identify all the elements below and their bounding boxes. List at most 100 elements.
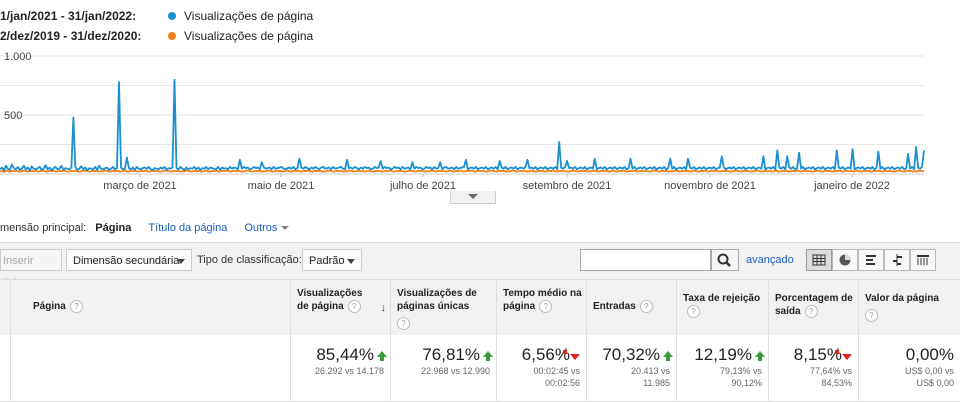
x-tick-label: setembro de 2021	[523, 180, 612, 192]
help-icon[interactable]: ?	[539, 300, 553, 313]
help-icon[interactable]: ?	[69, 300, 83, 313]
arrow-down-icon	[570, 353, 580, 360]
column-header-entrances[interactable]: Entradas?	[586, 280, 676, 336]
primary-dimension-other-label: Outros	[244, 222, 278, 234]
primary-dimension-label: mensão principal:	[0, 222, 87, 234]
pageviews-line-chart[interactable]: 1.000 500 março de 2021 maio de 2021 julho d…	[0, 48, 960, 208]
x-tick-label: janeiro de 2022	[813, 180, 890, 192]
legend-label-current: Visualizações de página	[184, 9, 314, 23]
help-icon[interactable]: ?	[347, 300, 361, 313]
arrow-down-stem	[835, 349, 839, 354]
table-search-input[interactable]	[580, 249, 711, 271]
table-toolbar: Inserir linhas Dimensão secundária Tipo …	[0, 242, 960, 289]
column-header-page-value[interactable]: Valor da página?	[858, 280, 960, 336]
sort-type-dropdown[interactable]: Padrão	[302, 249, 362, 271]
search-button[interactable]	[711, 249, 739, 271]
view-comparison-button[interactable]	[884, 249, 910, 271]
column-header-pageviews[interactable]: Visualizações de página? ↓	[290, 280, 390, 336]
x-tick-label: maio de 2021	[248, 180, 315, 192]
pageviews-comparison: 26.292 vs 14.178	[314, 366, 384, 376]
primary-dimension-other-link[interactable]: Outros	[244, 222, 290, 234]
help-icon[interactable]: ?	[397, 317, 410, 330]
x-tick-label: julho de 2021	[389, 180, 456, 192]
avg-time-summary-cell: 6,56% 00:02:45 vs 00:02:56	[496, 335, 586, 401]
insert-rows-button[interactable]: Inserir linhas	[0, 249, 62, 289]
bar-chart-icon	[866, 255, 876, 265]
column-header-unique-pageviews[interactable]: Visualizações de páginas únicas?	[390, 280, 496, 336]
entrances-change: 70,32%	[602, 345, 660, 364]
chart-expand-button[interactable]	[450, 191, 496, 204]
view-pie-button[interactable]	[832, 249, 858, 271]
sort-type-label: Tipo de classificação:	[197, 254, 302, 266]
sort-type-value: Padrão	[309, 255, 345, 267]
table-summary-row: 85,44% 26.292 vs 14.178 76,81% 22.968 vs…	[0, 335, 960, 402]
series-line-current	[0, 78, 925, 172]
column-title-pageviews: Visualizações de página	[297, 288, 363, 313]
comparison-icon	[893, 254, 902, 266]
view-mode-group	[806, 249, 936, 271]
secondary-dimension-dropdown[interactable]: Dimensão secundária	[66, 249, 192, 271]
help-icon[interactable]: ?	[804, 305, 818, 318]
exit-percentage-change: 8,15%	[793, 345, 842, 364]
column-header-page[interactable]: Página?	[10, 280, 290, 336]
legend-dot-current-icon	[168, 12, 176, 20]
legend-dot-previous-icon	[168, 32, 176, 40]
pivot-icon	[917, 255, 929, 265]
chevron-down-icon	[177, 259, 185, 264]
avg-time-comparison-current: 00:02:45 vs	[533, 366, 580, 376]
legend-range-previous: 2/dez/2019 - 31/dez/2020:	[0, 29, 142, 43]
page-value-change: 0,00%	[905, 345, 954, 364]
sort-descending-icon: ↓	[380, 302, 387, 314]
page-value-comparison-previous: US$ 0,00	[916, 378, 954, 388]
view-table-button[interactable]	[806, 249, 832, 271]
arrow-down-stem	[563, 349, 567, 354]
legend-row-previous: 2/dez/2019 - 31/dez/2020: Visualizações …	[0, 26, 500, 46]
page-value-comparison-current: US$ 0,00 vs	[904, 366, 954, 376]
column-header-exit-percentage[interactable]: Porcentagem de saída?	[768, 280, 858, 336]
exit-percentage-comparison-current: 77,64% vs	[809, 366, 852, 376]
arrow-up-icon	[483, 350, 493, 357]
primary-dimension-page-title-link[interactable]: Título da página	[148, 222, 228, 234]
entrances-comparison-current: 20.413 vs	[630, 366, 670, 376]
bounce-rate-change: 12,19%	[694, 345, 752, 364]
arrow-up-icon	[663, 350, 673, 357]
x-tick-label: março de 2021	[103, 180, 176, 192]
help-icon[interactable]: ?	[687, 305, 700, 318]
unique-pageviews-comparison: 22.968 vs 12.990	[420, 366, 490, 376]
page-cell	[10, 335, 290, 401]
arrow-up-icon	[377, 350, 387, 357]
column-title-bounce-rate: Taxa de rejeição	[683, 293, 761, 304]
help-icon[interactable]: ?	[865, 309, 878, 322]
y-tick-label: 500	[4, 110, 22, 122]
unique-pageviews-summary-cell: 76,81% 22.968 vs 12.990	[390, 335, 496, 401]
grid-icon	[812, 254, 826, 266]
column-title-page-value: Valor da página	[865, 293, 939, 304]
table-header-row: Página? Visualizações de página? ↓ Visua…	[0, 279, 960, 337]
help-icon[interactable]: ?	[639, 300, 653, 313]
unique-pageviews-change: 76,81%	[422, 345, 480, 364]
arrow-down-icon	[842, 353, 852, 360]
column-title-avg-time: Tempo médio na página	[503, 288, 582, 313]
arrow-up-stem	[486, 356, 490, 361]
advanced-filter-link[interactable]: avançado	[746, 254, 794, 266]
legend-range-current: 1/jan/2021 - 31/jan/2022:	[0, 9, 137, 23]
legend-row-current: 1/jan/2021 - 31/jan/2022: Visualizações …	[0, 6, 500, 26]
legend-label-previous: Visualizações de página	[184, 29, 314, 43]
column-title-unique-pageviews: Visualizações de páginas únicas	[397, 288, 477, 312]
view-performance-button[interactable]	[858, 249, 884, 271]
column-header-avg-time[interactable]: Tempo médio na página?	[496, 280, 586, 336]
avg-time-comparison-previous: 00:02:56	[544, 378, 580, 388]
column-header-bounce-rate[interactable]: Taxa de rejeição?	[676, 280, 768, 336]
column-title-entrances: Entradas	[593, 301, 636, 313]
y-tick-label: 1.000	[4, 51, 32, 63]
search-icon	[717, 253, 731, 267]
view-pivot-button[interactable]	[910, 249, 936, 271]
chevron-down-icon	[347, 259, 355, 264]
pie-chart-icon	[839, 254, 851, 266]
primary-dimension-current[interactable]: Página	[95, 222, 132, 234]
entrances-comparison-previous: 11.985	[643, 378, 670, 388]
arrow-up-icon	[755, 350, 765, 357]
arrow-up-stem	[380, 356, 384, 361]
chevron-down-icon	[281, 226, 290, 231]
avg-time-change: 6,56%	[521, 345, 570, 364]
